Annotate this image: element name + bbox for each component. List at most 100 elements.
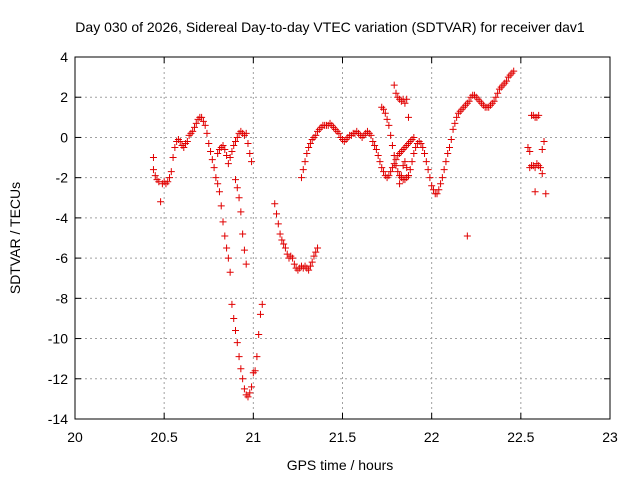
data-point [239, 375, 247, 383]
data-point [242, 260, 250, 268]
series-arc1-start [149, 154, 175, 206]
x-axis-label: GPS time / hours [287, 457, 394, 473]
data-point [226, 154, 234, 162]
data-point [237, 208, 245, 216]
data-point [385, 172, 393, 180]
data-point [442, 158, 450, 166]
data-point [388, 141, 396, 149]
data-point [167, 168, 175, 176]
data-point [221, 232, 229, 240]
data-point [233, 339, 241, 347]
data-point [392, 89, 400, 97]
data-point [380, 168, 388, 176]
data-point [392, 156, 400, 164]
data-point [490, 97, 498, 105]
data-point [214, 180, 222, 188]
data-point [453, 113, 461, 121]
data-point [248, 158, 256, 166]
x-tick-label: 21 [246, 429, 262, 445]
data-point [383, 115, 391, 123]
data-point [403, 164, 411, 172]
data-point [166, 174, 174, 182]
data-point [447, 135, 455, 143]
data-point [444, 150, 452, 158]
data-point [380, 105, 388, 113]
data-point [421, 150, 429, 158]
data-point [214, 150, 222, 158]
data-point [208, 156, 216, 164]
y-tick-label: -14 [48, 411, 68, 427]
data-point [437, 180, 445, 188]
data-point [449, 125, 457, 133]
data-point [303, 150, 311, 158]
series-arc5 [390, 81, 471, 240]
data-point [410, 150, 418, 158]
data-point [290, 260, 298, 268]
data-point [192, 119, 200, 127]
data-point [446, 144, 453, 151]
data-point [406, 166, 414, 174]
data-point [305, 266, 313, 274]
data-point [255, 331, 263, 339]
data-point [394, 168, 402, 176]
x-tick-label: 22.5 [507, 429, 534, 445]
data-point [510, 67, 518, 75]
data-point [390, 81, 398, 89]
data-point [526, 148, 534, 156]
data-point [221, 146, 229, 154]
data-point [417, 139, 425, 147]
data-point [422, 158, 430, 166]
data-point [281, 244, 289, 252]
data-point [189, 127, 197, 135]
data-point [215, 188, 223, 196]
y-tick-label: 0 [60, 129, 68, 145]
data-point [306, 139, 314, 147]
data-point [492, 93, 500, 101]
data-point [251, 367, 259, 375]
data-point [183, 137, 191, 145]
data-point [524, 144, 532, 151]
y-tick-label: 4 [60, 49, 68, 65]
data-point [308, 258, 316, 266]
data-point [190, 123, 198, 131]
data-point [451, 119, 459, 127]
data-point [401, 99, 409, 107]
data-point [219, 141, 227, 149]
series-arc2 [271, 200, 322, 274]
data-point [256, 310, 264, 318]
data-point [404, 172, 412, 180]
data-point [242, 129, 250, 137]
data-point [390, 152, 398, 160]
data-point [223, 244, 231, 252]
data-point [369, 137, 377, 145]
data-point [223, 152, 231, 160]
data-point [385, 121, 393, 129]
data-point [410, 133, 418, 141]
data-point [426, 174, 434, 182]
series-arc1-rise [169, 113, 209, 162]
tick-layer: 20 20.5 21 21.5 22 22.5 23 -14 -12 -10 -8 -6 -4 -2 0 2 4 [48, 49, 618, 445]
data-point [428, 182, 436, 190]
x-tick-label: 20.5 [151, 429, 178, 445]
data-point [280, 240, 288, 248]
data-point [335, 129, 343, 137]
data-point [203, 129, 211, 137]
data-point [180, 144, 188, 151]
data-point [274, 220, 282, 228]
data-point [435, 186, 443, 194]
data-point [171, 144, 179, 151]
data-point [149, 166, 157, 174]
data-point [233, 133, 241, 141]
data-point [230, 314, 238, 322]
data-point [210, 164, 218, 172]
data-point [412, 144, 420, 151]
data-point [438, 174, 446, 182]
data-point [371, 141, 379, 149]
series-arc4 [378, 67, 518, 198]
data-point [424, 166, 432, 174]
data-point [207, 148, 215, 156]
data-point [392, 162, 400, 170]
point-layer [149, 67, 550, 401]
data-point [244, 139, 252, 147]
